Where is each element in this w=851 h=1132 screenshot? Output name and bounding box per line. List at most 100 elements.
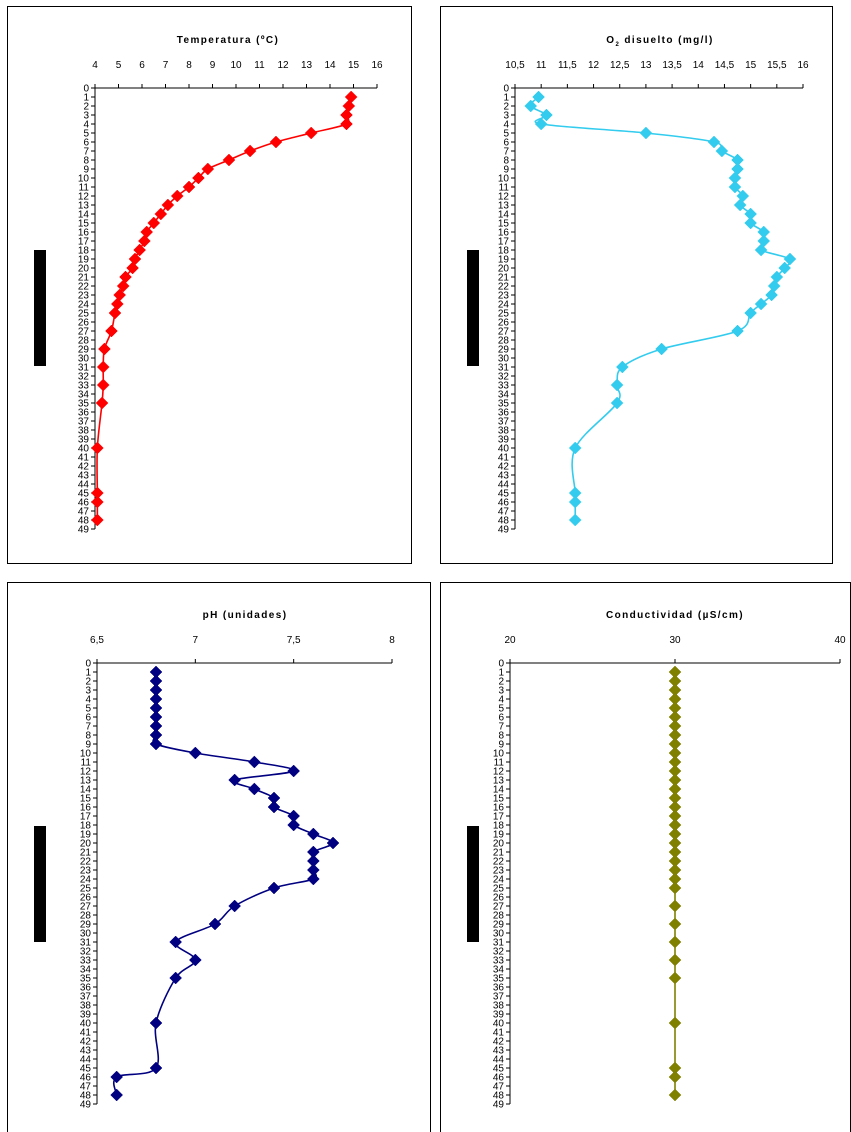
y-tick-label: 16 bbox=[493, 803, 505, 814]
data-point bbox=[170, 189, 184, 203]
y-tick-label: 19 bbox=[78, 255, 90, 266]
data-point bbox=[306, 827, 320, 841]
y-tick-label: 17 bbox=[80, 812, 92, 823]
y-tick-label: 43 bbox=[493, 1046, 505, 1057]
data-point bbox=[90, 513, 104, 527]
y-tick-label: 46 bbox=[78, 498, 90, 509]
chart-title: pH (unidades) bbox=[203, 610, 288, 621]
y-tick-label: 43 bbox=[78, 471, 90, 482]
series-line bbox=[96, 96, 352, 520]
y-tick-label: 10 bbox=[498, 174, 510, 185]
data-point bbox=[342, 99, 356, 113]
y-tick-label: 12 bbox=[80, 767, 92, 778]
y-tick-label: 20 bbox=[80, 839, 92, 850]
y-tick-label: 37 bbox=[78, 417, 90, 428]
y-tick-label: 39 bbox=[78, 435, 90, 446]
y-tick-label: 38 bbox=[78, 426, 90, 437]
data-point bbox=[149, 1061, 163, 1075]
y-tick-label: 43 bbox=[80, 1046, 92, 1057]
y-tick-label: 43 bbox=[498, 471, 510, 482]
chart-temperature: Temperatura (ºC)4 5 6 7 8 9 10 11 12 13 14 15 160123… bbox=[34, 35, 383, 536]
data-point bbox=[110, 297, 124, 311]
data-point bbox=[154, 207, 168, 221]
y-tick-label: 0 bbox=[498, 659, 504, 670]
data-point bbox=[110, 1070, 124, 1084]
x-tick-label: 20 bbox=[504, 635, 516, 646]
y-tick-label: 20 bbox=[493, 839, 505, 850]
data-point bbox=[137, 234, 151, 248]
y-tick-label: 2 bbox=[85, 677, 91, 688]
y-tick-label: 49 bbox=[78, 525, 90, 536]
data-point bbox=[534, 117, 548, 131]
y-tick-label: 7 bbox=[83, 147, 89, 158]
data-point bbox=[668, 1088, 682, 1102]
x-tick-label: 15 bbox=[348, 60, 360, 71]
y-tick-label: 5 bbox=[503, 129, 509, 140]
data-point bbox=[222, 153, 236, 167]
y-tick-label: 15 bbox=[80, 794, 92, 805]
data-point bbox=[149, 1016, 163, 1030]
data-point bbox=[96, 360, 110, 374]
y-tick-label: 34 bbox=[78, 390, 90, 401]
y-tick-label: 19 bbox=[80, 830, 92, 841]
y-tick-label: 16 bbox=[80, 803, 92, 814]
x-tick-label: 15 bbox=[745, 60, 757, 71]
data-point bbox=[668, 971, 682, 985]
y-tick-label: 10 bbox=[78, 174, 90, 185]
y-tick-label: 30 bbox=[80, 929, 92, 940]
x-tick-label: 14 bbox=[693, 60, 705, 71]
data-point bbox=[95, 396, 109, 410]
data-point bbox=[96, 378, 110, 392]
y-tick-label: 41 bbox=[80, 1028, 92, 1039]
panel-frame-temperature bbox=[7, 6, 412, 564]
x-tick-label: 13 bbox=[301, 60, 313, 71]
y-tick-label: 13 bbox=[78, 201, 90, 212]
y-tick-label: 26 bbox=[493, 893, 505, 904]
y-tick-label: 11 bbox=[494, 758, 505, 769]
y-tick-label: 24 bbox=[80, 875, 92, 886]
x-tick-label: 12 bbox=[277, 60, 289, 71]
data-point bbox=[243, 144, 257, 158]
y-tick-label: 38 bbox=[498, 426, 510, 437]
y-tick-label: 40 bbox=[493, 1019, 505, 1030]
y-tick-label: 36 bbox=[493, 983, 505, 994]
y-tick-label: 18 bbox=[78, 246, 90, 257]
y-tick-label: 44 bbox=[78, 480, 90, 491]
y-tick-label: 29 bbox=[498, 345, 510, 356]
y-tick-label: 5 bbox=[498, 704, 504, 715]
y-tick-label: 0 bbox=[83, 84, 89, 95]
chart-dissolved-oxygen: O2 disuelto (mg/l)10,5 11 11,5 12 12,5 13 13,5… bbox=[467, 35, 809, 536]
data-point bbox=[133, 243, 147, 257]
y-tick-label: 44 bbox=[493, 1055, 505, 1066]
y-tick-label: 11 bbox=[81, 758, 92, 769]
data-point bbox=[757, 234, 771, 248]
data-point bbox=[731, 162, 744, 176]
data-point bbox=[110, 1088, 124, 1102]
panel-frame-ph bbox=[7, 582, 431, 1132]
y-tick-label: 32 bbox=[78, 372, 90, 383]
y-tick-label: 3 bbox=[83, 111, 89, 122]
y-tick-label: 49 bbox=[80, 1100, 92, 1111]
y-tick-label: 32 bbox=[498, 372, 510, 383]
y-tick-label: 8 bbox=[503, 156, 509, 167]
y-tick-label: 3 bbox=[498, 686, 504, 697]
x-tick-label: 16 bbox=[371, 60, 383, 71]
y-tick-label: 12 bbox=[498, 192, 510, 203]
y-tick-label: 42 bbox=[493, 1037, 505, 1048]
y-tick-label: 47 bbox=[80, 1082, 92, 1093]
data-point bbox=[715, 144, 729, 158]
y-tick-label: 2 bbox=[498, 677, 504, 688]
data-point bbox=[182, 180, 196, 194]
data-point bbox=[568, 513, 582, 527]
data-point bbox=[161, 198, 175, 212]
x-tick-label: 14,5 bbox=[715, 60, 735, 71]
data-point bbox=[326, 836, 340, 850]
y-tick-label: 15 bbox=[78, 219, 90, 230]
y-tick-label: 3 bbox=[503, 111, 509, 122]
x-tick-label: 10 bbox=[230, 60, 242, 71]
x-tick-label: 13 bbox=[640, 60, 652, 71]
y-tick-label: 49 bbox=[493, 1100, 505, 1111]
y-tick-label: 19 bbox=[493, 830, 505, 841]
y-tick-label: 47 bbox=[78, 507, 90, 518]
